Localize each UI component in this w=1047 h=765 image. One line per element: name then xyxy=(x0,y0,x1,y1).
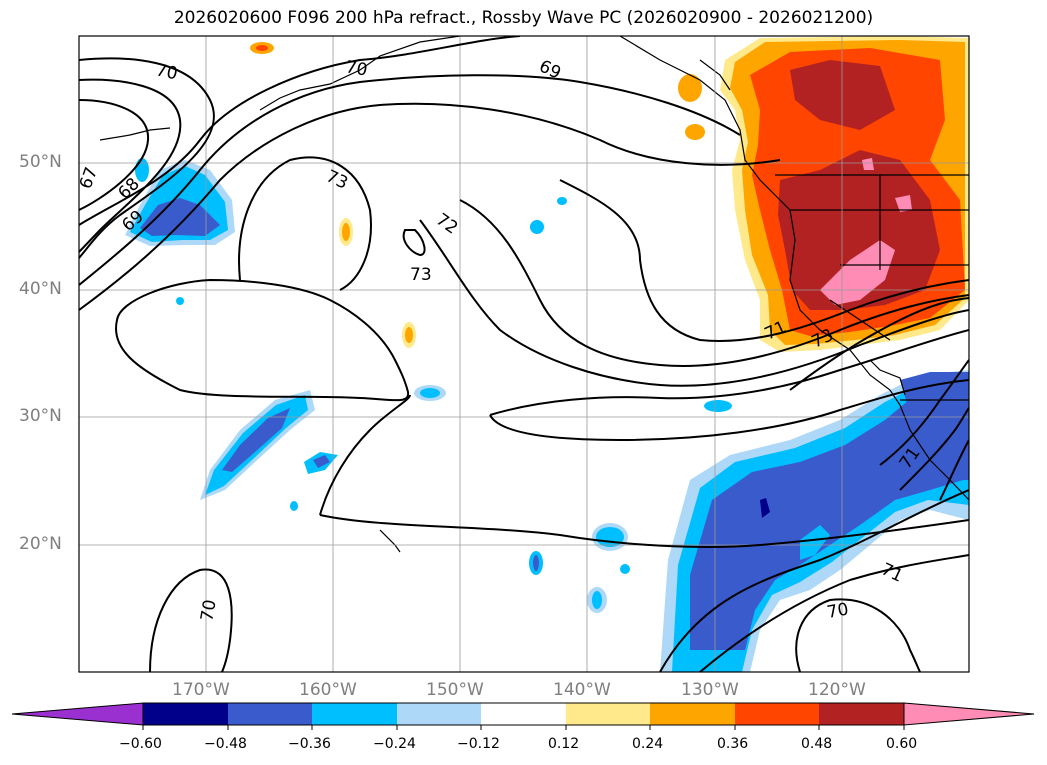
contour-label: 70 xyxy=(197,598,220,623)
contour-label: 67 xyxy=(76,165,102,192)
colorbar-tick-label: 0.24 xyxy=(632,736,664,752)
colorbar-tick-label: −0.60 xyxy=(119,736,162,752)
lat-label: 40°N xyxy=(19,279,62,299)
lon-label: 160°W xyxy=(299,680,357,700)
colorbar-tick-label: −0.36 xyxy=(288,736,331,752)
colorbar-bin xyxy=(650,703,735,725)
lon-label: 170°W xyxy=(172,680,230,700)
lon-label: 140°W xyxy=(553,680,611,700)
contour-label: 70 xyxy=(825,599,850,622)
colorbar-tick-label: −0.24 xyxy=(373,736,416,752)
colorbar-tick-label: 0.36 xyxy=(717,736,749,752)
contour-label: 70 xyxy=(344,57,369,80)
lon-label: 120°W xyxy=(808,680,866,700)
colorbar-bin xyxy=(228,703,312,725)
colorbar-tick-label: 0.12 xyxy=(548,736,580,752)
contour-label: 70 xyxy=(154,60,179,84)
graticule xyxy=(79,36,969,672)
colorbar-bin xyxy=(143,703,228,725)
colorbar-extend-min xyxy=(11,702,144,726)
colorbar-tick-label: −0.12 xyxy=(457,736,500,752)
colorbar-frame xyxy=(142,702,905,726)
colorbar-bin xyxy=(735,703,819,725)
colorbar xyxy=(11,702,1035,730)
colorbar-tick-label: 0.60 xyxy=(886,736,918,752)
lat-label: 20°N xyxy=(19,534,62,554)
map-layers: 70 70 69 67 68 69 73 72 73 71 73 71 71 7… xyxy=(76,36,969,672)
lat-label: 30°N xyxy=(19,406,62,426)
colorbar-bin xyxy=(819,703,904,725)
colorbar-tick-label: −0.48 xyxy=(204,736,247,752)
map-frame xyxy=(78,35,970,673)
colorbar-bin xyxy=(397,703,481,725)
contour-label: 73 xyxy=(410,265,432,285)
lon-label: 150°W xyxy=(426,680,484,700)
positive-anomaly-shading xyxy=(250,36,969,352)
lat-label: 50°N xyxy=(19,152,62,172)
colorbar-bin xyxy=(481,703,566,725)
colorbar-tick-label: 0.48 xyxy=(801,736,833,752)
colorbar-bin xyxy=(566,703,650,725)
lon-label: 130°W xyxy=(681,680,739,700)
colorbar-bin xyxy=(312,703,397,725)
refractivity-contours xyxy=(79,36,969,672)
colorbar-extend-max xyxy=(903,702,1035,726)
map-title: 2026020600 F096 200 hPa refract., Rossby… xyxy=(173,8,874,28)
